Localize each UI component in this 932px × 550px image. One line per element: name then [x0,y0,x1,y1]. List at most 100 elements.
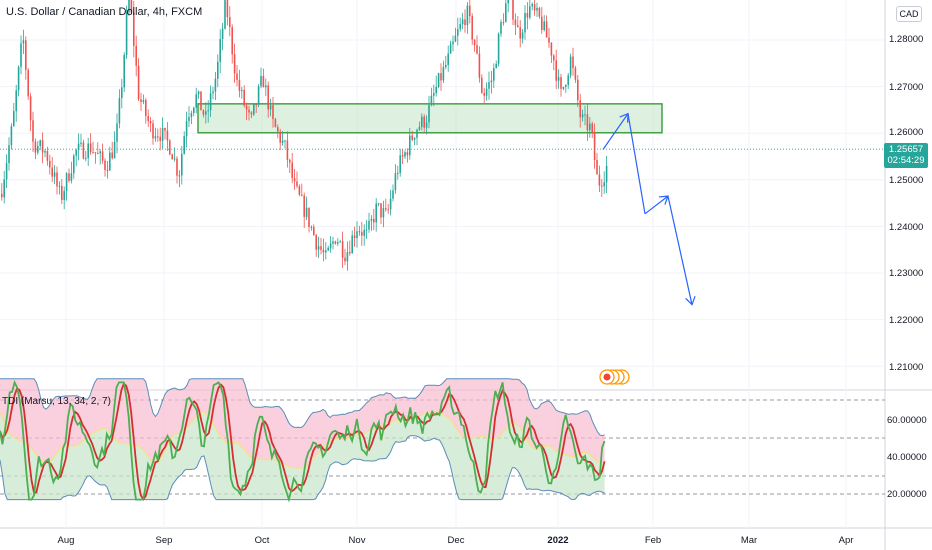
candle-body [557,77,560,81]
candle-body [236,73,238,81]
candle [553,54,555,71]
time-axis[interactable]: Aug Sep Oct Nov Dec 2022 Feb Mar Apr [0,528,885,550]
candle [473,39,476,52]
candle-body [111,152,113,159]
candle-body [205,111,207,115]
candle-body [579,100,581,118]
economic-event-icon[interactable] [599,369,630,385]
candle-body [20,43,22,67]
candle-body [459,24,461,30]
candle [29,92,32,132]
candle-body [279,131,281,143]
candle-body [382,208,385,218]
candle [245,102,248,121]
candle-body [178,175,181,177]
candle-body [605,165,608,183]
candle-body [334,241,337,244]
candle-body [135,45,137,66]
tdi-upper-band [0,378,605,437]
candle-body [332,241,334,244]
time-tick: Feb [644,535,662,546]
candle [133,0,135,58]
candle [483,87,485,104]
candle [317,236,320,259]
candle [310,225,313,231]
candle [111,141,113,160]
candle-body [99,151,101,154]
candle-body [157,136,159,138]
candle-body [344,257,346,262]
candle [308,207,310,233]
candle-body [133,12,135,46]
candle [229,6,231,37]
candle-body [550,42,553,56]
currency-button[interactable]: CAD [896,6,922,22]
candle-body [301,194,303,196]
candle-body [289,159,291,163]
candle-body [25,40,27,70]
candle-body [89,143,92,153]
candle [464,9,466,33]
candle-body [428,104,430,123]
candle-body [56,172,58,187]
price-axis[interactable]: 1.28000 1.27000 1.26000 1.25000 1.24000 … [885,0,932,390]
candle [375,198,377,232]
candle [373,209,375,231]
candle [514,13,517,35]
candle-body [171,154,173,160]
candle-body [41,140,44,153]
projection-arrows[interactable] [602,112,696,306]
symbol-title[interactable]: U.S. Dollar / Canadian Dollar, 4h, FXCM [6,6,203,18]
candle-body [284,140,286,142]
axis-settings-button[interactable] [886,530,930,548]
tdi-price-line [0,379,606,503]
candle-body [221,28,224,40]
candle [178,170,181,188]
candle-body [8,145,10,164]
candle [399,148,401,177]
candle [58,181,61,195]
candle-body [121,87,123,99]
candle [284,139,286,149]
candle-body [512,0,514,20]
candle [440,63,442,91]
candle-body [449,44,452,54]
candle-body [421,116,423,127]
candle-body [5,163,8,180]
candle-body [10,126,13,146]
candle [541,6,543,34]
candle [454,27,457,43]
candle [277,124,279,139]
candle-body [329,243,332,248]
candle [65,172,68,201]
candle-body [349,252,351,254]
indicator-label[interactable]: TDI (Marsu, 13, 34, 2, 7) [2,396,111,407]
candle [272,96,274,128]
candle [327,245,329,252]
candle [219,29,221,74]
candle-body [147,115,149,122]
candle-body [452,41,454,45]
candle-body [298,186,301,195]
candle [567,72,569,90]
tdi-lower-band [0,435,605,501]
candle [459,17,461,32]
candle-body [207,110,209,112]
candle [145,98,147,124]
candle [217,54,219,88]
candle [188,106,190,128]
candle-body [272,105,274,120]
candle [101,143,104,164]
candle [32,111,34,152]
candle-body [137,65,140,100]
candle-body [17,66,20,91]
candle [519,20,521,48]
candle [502,13,505,26]
candle-body [385,208,387,210]
candle [305,196,308,221]
indicator-axis[interactable]: 60.00000 40.00000 20.00000 [885,390,932,530]
indicator-tick: 40.00000 [887,452,927,463]
candle-body [593,132,596,160]
candle-body [389,198,392,210]
